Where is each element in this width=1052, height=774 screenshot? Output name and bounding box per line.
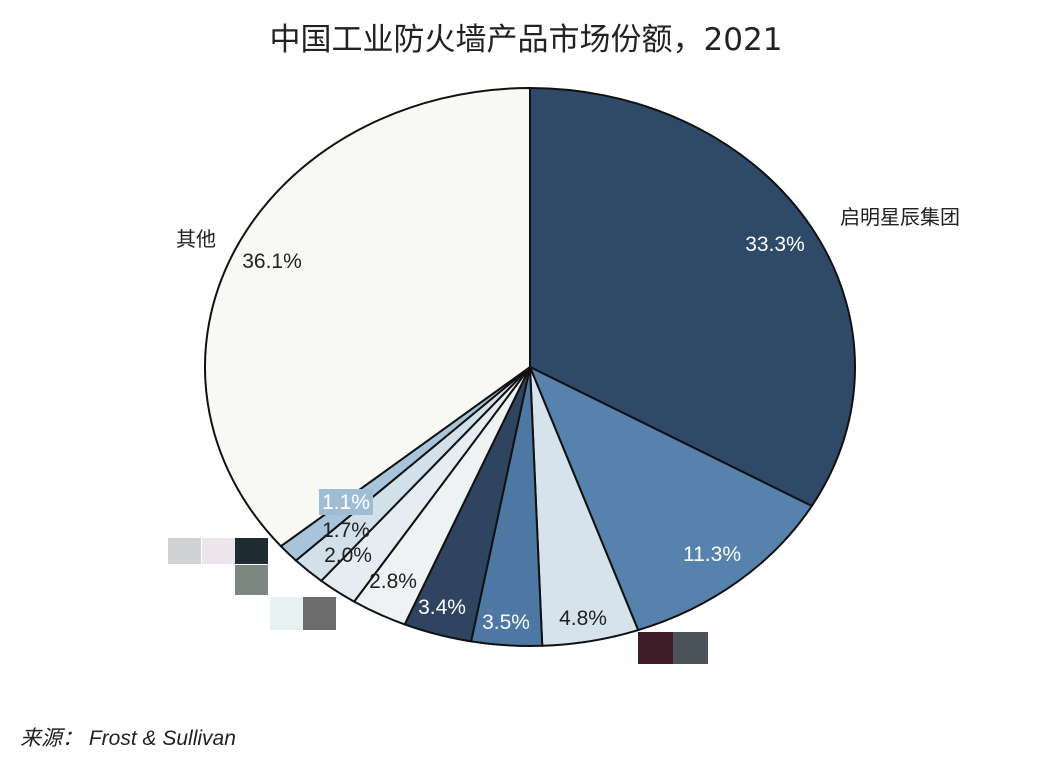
data-label: 33.3% [745, 233, 805, 256]
redaction-block [638, 632, 673, 664]
category-label: 启明星辰集团 [840, 205, 960, 229]
redaction-block [168, 538, 201, 564]
label-background [319, 489, 373, 515]
redaction-block [235, 565, 268, 595]
data-label: 1.1% [322, 491, 370, 514]
redaction-block [270, 597, 303, 630]
data-label: 2.8% [369, 570, 417, 593]
data-label: 1.7% [322, 519, 370, 542]
data-label: 11.3% [683, 543, 741, 566]
source-note: 来源： Frost & Sullivan [20, 727, 236, 750]
pie-slice [528, 364, 814, 632]
category-label: 其他 [176, 227, 216, 251]
redaction-block [673, 632, 708, 664]
chart-title: 中国工业防火墙产品市场份额，2021 [269, 22, 783, 58]
data-label: 3.4% [418, 596, 466, 619]
data-label: 2.0% [324, 544, 372, 567]
data-label: 3.5% [482, 611, 530, 634]
pie-slice [529, 86, 856, 508]
data-label: 4.8% [559, 607, 607, 630]
data-label: 36.1% [242, 250, 302, 273]
pie-slice [204, 86, 531, 548]
redaction-block [303, 597, 336, 630]
redaction-block [235, 538, 268, 564]
redaction-block [202, 538, 235, 564]
